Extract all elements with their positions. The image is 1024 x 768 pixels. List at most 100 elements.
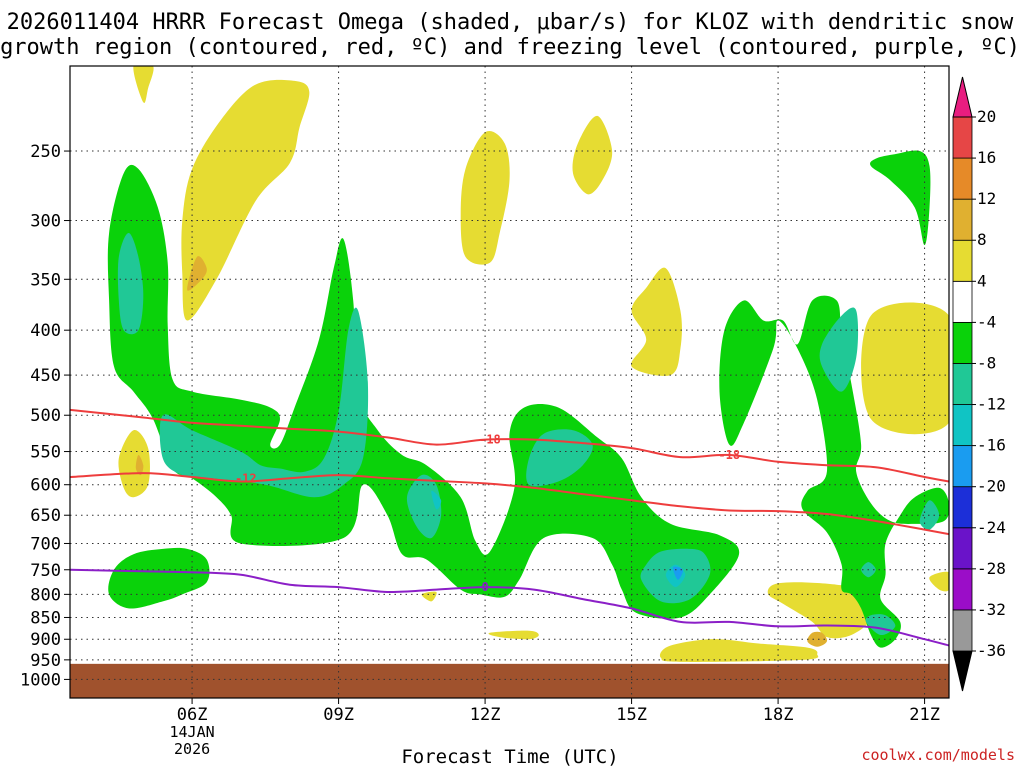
colorbar-bin--24-to--20 [952, 486, 973, 529]
colorbar-over-triangle [952, 76, 973, 118]
omega-region-pos6-6 [118, 429, 150, 498]
colorbar-tick-label: -32 [977, 600, 1006, 619]
credit-text: coolwx.com/models [861, 746, 1015, 764]
omega-region-pos6-3 [460, 131, 510, 265]
colorbar-bin--32-to--28 [952, 568, 973, 611]
contour-line-1 [70, 472, 949, 536]
omega-region-pos10-14 [807, 631, 828, 647]
x-axis-label: Forecast Time (UTC) [401, 746, 618, 768]
plot-area: -18 -18 -12 0 [69, 65, 950, 699]
colorbar-bin-8-to-12 [952, 198, 973, 241]
colorbar-bin--20-to--16 [952, 445, 973, 488]
x-tick-year: 2026 [174, 740, 210, 758]
y-tick-label-300: 300 [30, 212, 61, 232]
omega-region-pos6-11 [488, 630, 539, 640]
colorbar-tick-label: -36 [977, 641, 1006, 660]
x-tick-label-21Z: 21Z [909, 705, 940, 725]
omega-region-pos6-1 [181, 79, 310, 321]
omega-region-pos6-0 [133, 66, 154, 104]
omega-region-neg6-15 [107, 164, 740, 619]
ground-below-surface [70, 663, 949, 698]
temperature-contours [70, 408, 949, 647]
omega-region-pos6-8 [861, 302, 949, 435]
x-tick-label-09Z: 09Z [323, 705, 354, 725]
chart-title-line1: 2026011404 HRRR Forecast Omega (shaded, … [7, 10, 1014, 35]
y-tick-label-750: 750 [30, 561, 61, 581]
colorbar-tick-label: 12 [977, 189, 996, 208]
x-tick-label-18Z: 18Z [763, 705, 794, 725]
colorbar-bin--12-to--8 [952, 363, 973, 405]
grid-lines [70, 66, 949, 698]
omega-region-pos6-9 [929, 571, 949, 592]
y-tick-label-650: 650 [30, 506, 61, 526]
contour-line-0 [70, 408, 949, 483]
contour-label-2: -12 [235, 471, 257, 485]
x-tick-label-06Z: 06Z [177, 705, 208, 725]
contour-line-2 [70, 568, 949, 647]
colorbar-bin-4-to-8 [952, 239, 973, 282]
y-tick-label-900: 900 [30, 630, 61, 650]
omega-region-pos10-2 [187, 256, 207, 291]
omega-shading [107, 66, 949, 662]
colorbar-bin--28-to--24 [952, 527, 973, 570]
colorbar-tick-label: 16 [977, 148, 996, 167]
colorbar-tick-label: -12 [977, 395, 1006, 414]
chart-title-line2: growth region (contoured, red, ºC) and f… [0, 35, 1020, 60]
colorbar-bin--4-to-4 [952, 280, 973, 323]
y-tick-label-700: 700 [30, 534, 61, 554]
x-tick-label-15Z: 15Z [616, 705, 647, 725]
omega-region-neg6-17 [719, 295, 949, 648]
colorbar-tick-label: -24 [977, 518, 1006, 537]
contour-label-3: 0 [481, 580, 488, 594]
y-tick-label-250: 250 [30, 142, 61, 162]
colorbar-bin--36-to--32 [952, 609, 973, 652]
omega-region-pos10-7 [135, 454, 144, 476]
y-tick-label-350: 350 [30, 270, 61, 290]
colorbar-tick-label: -4 [977, 312, 996, 331]
colorbar: -36 -32 -28 -24 -20 -16 -12 -8 -4 4 8 12 16 20 [952, 76, 1006, 692]
x-tick-label-12Z: 12Z [470, 705, 501, 725]
colorbar-tick-label: 8 [977, 230, 987, 249]
x-tick-date: 14JAN [170, 723, 215, 741]
omega-region-neg10-22 [526, 429, 593, 487]
omega-region-neg10-24 [819, 307, 859, 392]
colorbar-tick-label: -28 [977, 559, 1006, 578]
colorbar-bin-12-to-16 [952, 157, 973, 200]
y-tick-label-550: 550 [30, 443, 61, 463]
omega-region-neg14-28 [431, 490, 442, 510]
y-tick-label-600: 600 [30, 476, 61, 496]
colorbar-tick-label: 20 [977, 107, 996, 126]
omega-region-pos6-13 [767, 582, 872, 639]
colorbar-tick-label: -20 [977, 477, 1006, 496]
omega-region-neg6-18 [870, 150, 931, 246]
colorbar-tick-label: -8 [977, 353, 996, 372]
y-tick-label-950: 950 [30, 651, 61, 671]
colorbar-bin--16-to--12 [952, 404, 973, 447]
contour-label-1: -18 [718, 448, 740, 462]
y-tick-label-800: 800 [30, 585, 61, 605]
y-tick-label-400: 400 [30, 321, 61, 341]
colorbar-tick-label: -16 [977, 436, 1006, 455]
plot-frame [69, 65, 950, 699]
omega-region-pos6-4 [572, 115, 613, 195]
colorbar-tick-label: 4 [977, 271, 987, 290]
y-tick-label-450: 450 [30, 366, 61, 386]
omega-region-neg10-21 [406, 474, 442, 539]
contour-label-0: -18 [479, 433, 501, 447]
y-tick-label-850: 850 [30, 608, 61, 628]
omega-region-pos6-5 [631, 267, 682, 376]
ground-fill [70, 663, 949, 698]
omega-region-neg6-16 [108, 547, 210, 609]
y-axis-pressure-ticks: 2503003504004505005506006507007508008509… [20, 142, 70, 690]
colorbar-bin-16-to-20 [952, 116, 973, 159]
colorbar-bin--8-to--4 [952, 321, 973, 364]
y-tick-label-1000: 1000 [20, 670, 61, 690]
omega-region-neg10-20 [159, 307, 369, 498]
omega-region-pos6-10 [421, 591, 437, 602]
omega-region-pos6-12 [659, 639, 819, 662]
y-tick-label-500: 500 [30, 406, 61, 426]
contour-labels: -18 -18 -12 0 [235, 433, 740, 595]
omega-region-neg10-19 [117, 233, 144, 335]
